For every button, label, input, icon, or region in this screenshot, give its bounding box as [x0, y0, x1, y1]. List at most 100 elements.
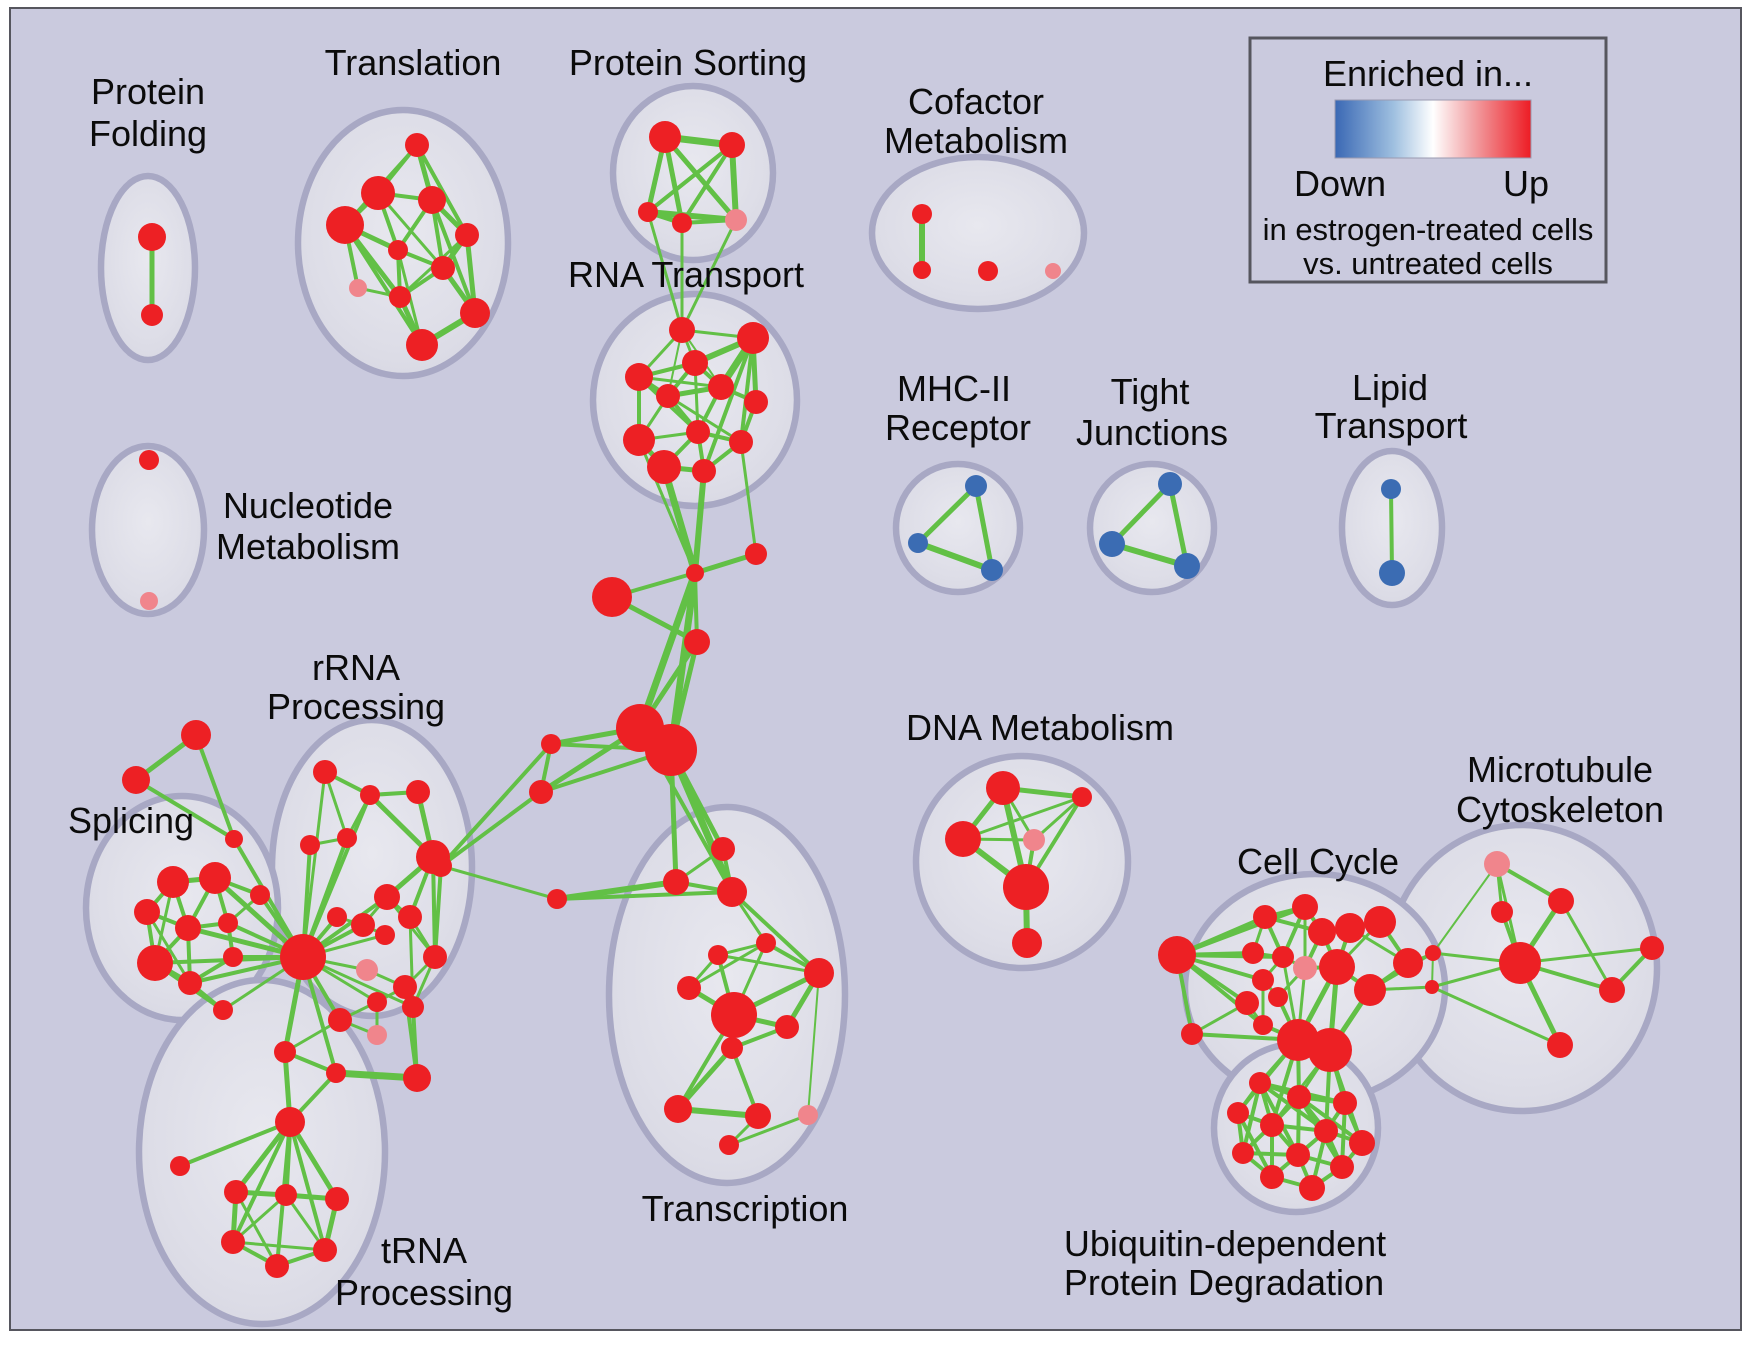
network-node-mh2 — [908, 533, 928, 553]
network-node-cf4 — [1045, 263, 1061, 279]
network-node-cc4 — [1292, 894, 1318, 920]
network-node-x7 — [677, 976, 701, 1000]
network-edge — [730, 890, 821, 975]
network-node-rt7 — [744, 390, 768, 414]
cluster-label-trna-processing: tRNA — [381, 1230, 467, 1271]
network-node-m4 — [1499, 942, 1541, 984]
network-node-u6 — [224, 1180, 248, 1204]
network-edge — [287, 1119, 340, 1202]
legend-down-label: Down — [1294, 163, 1386, 204]
network-edge — [234, 1190, 279, 1268]
network-node-cc10 — [1293, 956, 1317, 980]
network-edge — [716, 953, 821, 975]
network-node-s1 — [157, 866, 189, 898]
network-node-g1 — [280, 934, 326, 980]
cluster-label-rrna-processing: rRNA — [312, 647, 400, 688]
network-edge — [1236, 1111, 1274, 1179]
network-edge — [231, 1240, 327, 1252]
network-edge — [692, 468, 707, 576]
network-node-d2 — [1072, 787, 1092, 807]
network-node-tr2 — [361, 176, 395, 210]
network-node-s10 — [213, 1000, 233, 1020]
network-node-cc13 — [1268, 987, 1288, 1007]
network-node-u9 — [221, 1230, 245, 1254]
network-node-tr5 — [455, 223, 479, 247]
network-node-m3 — [1491, 901, 1513, 923]
network-node-tr7 — [431, 256, 455, 280]
network-edge — [288, 1120, 327, 1252]
network-node-ub9 — [1286, 1143, 1310, 1167]
network-node-cc3 — [1253, 905, 1277, 929]
network-node-x1 — [547, 889, 567, 909]
cluster-label-tight-junctions: Tight — [1111, 371, 1190, 412]
network-node-r11 — [423, 945, 447, 969]
network-edge — [915, 540, 995, 573]
legend-caption-line1: in estrogen-treated cells — [1263, 212, 1594, 247]
cluster-label-lipid-transport: Lipid — [1352, 367, 1428, 408]
network-node-ub4 — [1227, 1102, 1249, 1124]
network-edge — [915, 483, 979, 546]
cluster-ellipse-protein-folding — [97, 172, 199, 364]
network-edge — [1109, 481, 1173, 547]
network-edge — [1432, 863, 1498, 954]
network-edge — [178, 1120, 292, 1168]
network-edge — [231, 1120, 292, 1244]
network-node-cf1 — [912, 204, 932, 224]
legend: Enriched in... Down Up in estrogen-treat… — [1248, 36, 1608, 284]
network-node-rt11 — [647, 450, 681, 484]
network-node-x6 — [708, 945, 728, 965]
network-edge — [1175, 905, 1307, 957]
network-node-ub2 — [1287, 1085, 1311, 1109]
network-node-cc9 — [1272, 946, 1294, 968]
network-edge — [1559, 899, 1614, 992]
network-node-rt5 — [708, 374, 734, 400]
cluster-label-nucleotide-metabolism: Metabolism — [216, 526, 400, 567]
network-node-s5 — [137, 945, 173, 981]
network-node-s7 — [218, 913, 238, 933]
network-node-nm2 — [140, 592, 158, 610]
network-node-cc18 — [1354, 974, 1386, 1006]
network-node-s4 — [175, 915, 201, 941]
network-node-x11 — [721, 1037, 743, 1059]
network-node-r14 — [393, 975, 417, 999]
network-node-rt8 — [686, 420, 710, 444]
cluster-label-microtubule-cytoskeleton: Cytoskeleton — [1456, 789, 1664, 830]
network-edge — [554, 879, 679, 902]
network-edge — [636, 569, 699, 732]
network-node-cc7 — [1364, 906, 1396, 938]
network-node-r17 — [402, 996, 424, 1018]
network-edge — [680, 143, 734, 225]
cluster-label-ubiquitin-degradation: Ubiquitin-dependent — [1064, 1223, 1386, 1264]
network-node-lt2 — [1379, 560, 1405, 586]
network-node-cc2 — [1181, 1023, 1203, 1045]
network-edge — [646, 143, 734, 214]
network-node-u8 — [325, 1187, 349, 1211]
network-node-rt9 — [729, 430, 753, 454]
cluster-label-protein-folding: Folding — [89, 113, 207, 154]
network-node-x14 — [798, 1105, 818, 1125]
network-node-tj3 — [1174, 553, 1200, 579]
cluster-label-lipid-transport: Transport — [1315, 405, 1468, 446]
network-node-cc6 — [1335, 913, 1365, 943]
network-node-m2 — [1548, 888, 1574, 914]
legend-caption-line2: vs. untreated cells — [1303, 246, 1553, 281]
network-node-ub1 — [1249, 1072, 1271, 1094]
network-node-ub3 — [1333, 1091, 1357, 1115]
network-edge — [1518, 946, 1654, 965]
network-node-tj2 — [1099, 531, 1125, 557]
cluster-label-protein-sorting: Protein Sorting — [569, 42, 807, 83]
network-node-ub8 — [1232, 1142, 1254, 1164]
network-edge — [1167, 481, 1190, 569]
network-node-x5 — [756, 933, 776, 953]
cluster-label-dna-metabolism: DNA Metabolism — [906, 707, 1174, 748]
network-node-cc8 — [1242, 942, 1264, 964]
network-node-tr3 — [418, 186, 446, 214]
network-node-tr1 — [405, 133, 429, 157]
network-edge — [973, 483, 995, 573]
network-node-t1 — [181, 720, 211, 750]
network-node-rt2 — [737, 322, 769, 354]
cluster-ellipse-cofactor-metabolism — [868, 153, 1088, 313]
network-node-rt14 — [745, 543, 767, 565]
network-node-r8 — [351, 913, 375, 937]
